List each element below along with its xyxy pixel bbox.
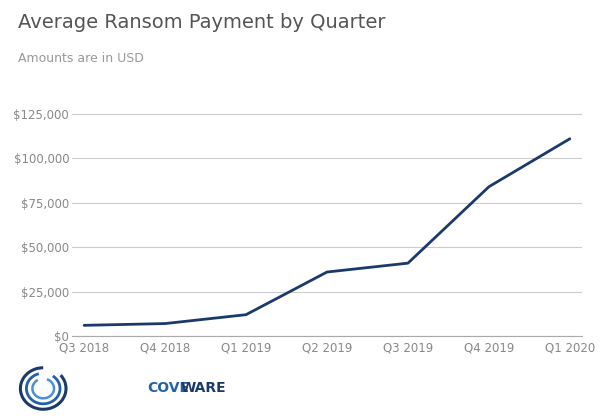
Text: COVE: COVE — [148, 381, 190, 396]
Text: WARE: WARE — [181, 381, 227, 396]
Text: Average Ransom Payment by Quarter: Average Ransom Payment by Quarter — [18, 13, 386, 32]
Text: Amounts are in USD: Amounts are in USD — [18, 52, 144, 66]
